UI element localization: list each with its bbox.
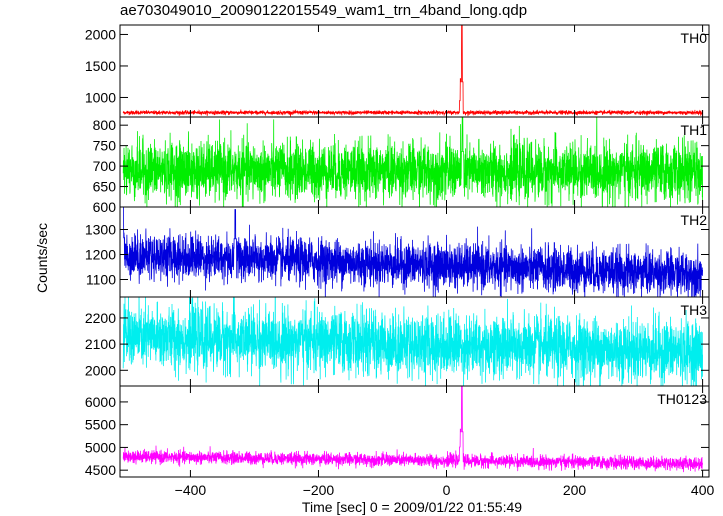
x-tick-label: 200 <box>563 482 587 498</box>
y-tick-label: 600 <box>93 199 117 215</box>
y-tick-label: 5000 <box>85 439 116 455</box>
series-line-th0 <box>122 25 703 117</box>
y-tick-label: 1300 <box>85 222 116 238</box>
series-line-th0123 <box>122 386 703 473</box>
panel-th3: 2000 2100 2200 TH3 <box>85 296 710 387</box>
panel-label-th2: TH2 <box>681 212 708 228</box>
panel-label-th0123: TH0123 <box>657 391 707 407</box>
y-tick-label: 650 <box>93 179 117 195</box>
panel-th2: 1100 1200 1300 TH2 <box>85 206 710 298</box>
y-tick-label: 2000 <box>85 26 116 42</box>
panel-th1: 600 650 700 750 800 TH1 <box>93 116 710 215</box>
y-tick-label: 800 <box>93 117 117 133</box>
y-tick-label: 5500 <box>85 417 116 433</box>
y-tick-label: 700 <box>93 158 117 174</box>
x-tick-label: −400 <box>175 482 207 498</box>
y-tick-label: 6000 <box>85 394 116 410</box>
y-axis-label: Counts/sec <box>34 223 50 293</box>
panel-label-th0: TH0 <box>681 30 708 46</box>
y-tick-label: 1200 <box>85 247 116 263</box>
y-tick-label: 4500 <box>85 462 116 478</box>
panel-label-th1: TH1 <box>681 122 708 138</box>
series-line-th3 <box>122 297 703 386</box>
x-tick-label: −200 <box>303 482 335 498</box>
y-tick-label: 2100 <box>85 336 116 352</box>
panel-th0123: 4500 5000 5500 6000 TH0123 <box>85 385 710 478</box>
x-tick-label: 0 <box>443 482 451 498</box>
y-tick-label: 2000 <box>85 362 116 378</box>
y-tick-label: 1000 <box>85 89 116 105</box>
chart-title: ae703049010_20090122015549_wam1_trn_4ban… <box>120 2 528 19</box>
x-tick-label: 400 <box>691 482 715 498</box>
x-axis-label: Time [sec] 0 = 2009/01/22 01:55:49 <box>302 499 522 515</box>
y-tick-label: 750 <box>93 138 117 154</box>
series-line-th1 <box>122 117 703 207</box>
x-axis: −400 −200 0 200 400 <box>175 482 715 498</box>
y-tick-label: 2200 <box>85 310 116 326</box>
panel-frame <box>119 385 710 478</box>
panel-label-th3: TH3 <box>681 302 708 318</box>
panels-layer: 1000 1500 2000 TH0 600 650 700 750 800 TH1 1100 120… <box>85 24 710 478</box>
panel-th0: 1000 1500 2000 TH0 <box>85 24 710 118</box>
panel-frame <box>119 24 710 118</box>
series-line-th2 <box>123 207 703 297</box>
y-tick-label: 1500 <box>85 58 116 74</box>
y-tick-label: 1100 <box>86 272 116 288</box>
